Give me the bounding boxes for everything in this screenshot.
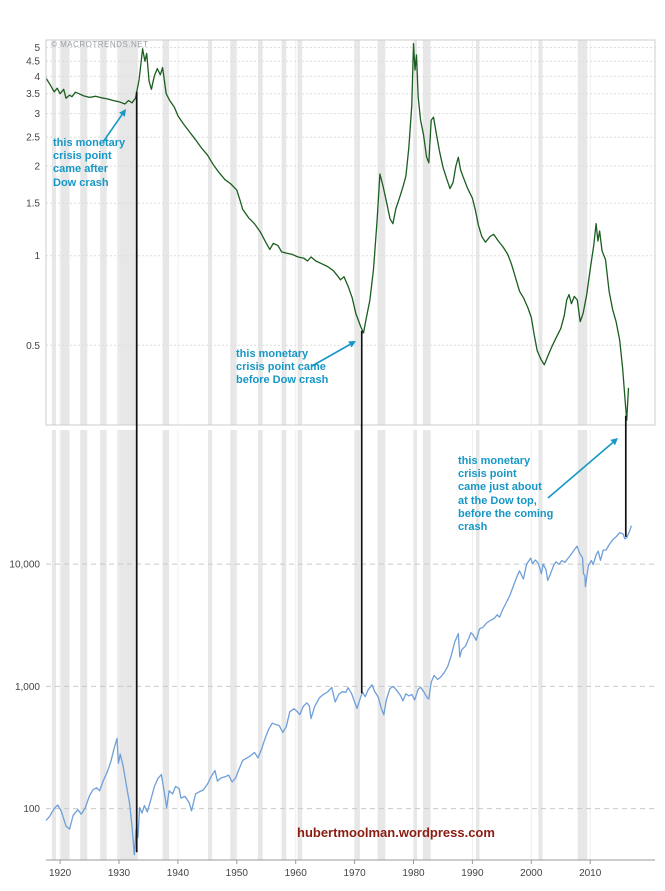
x-tick-label: 2000 [520, 868, 543, 879]
recession-band [354, 40, 360, 425]
recession-band [281, 40, 287, 425]
y-tick-label: 5 [34, 43, 40, 54]
annotation-arrowhead [610, 438, 618, 446]
recession-band [230, 40, 237, 425]
macrotrends-watermark: © MACROTRENDS.NET [51, 40, 149, 49]
recession-band [413, 430, 417, 860]
x-tick-label: 1920 [49, 868, 72, 879]
recession-band [80, 40, 88, 425]
recession-band [538, 430, 543, 860]
recession-band [476, 430, 480, 860]
blue-series-path [45, 525, 633, 856]
recession-band [413, 40, 417, 425]
recession-band [297, 430, 303, 860]
annotation-crisis-before-dow-crash: this monetary crisis point came before D… [236, 348, 329, 387]
x-tick-label: 1980 [402, 868, 425, 879]
recession-band [281, 430, 287, 860]
recession-band [51, 430, 56, 860]
top-chart-border [45, 39, 656, 426]
y-tick-label: 4.5 [26, 57, 40, 68]
credit-text: hubertmoolman.wordpress.com [297, 825, 495, 840]
green-series-path [45, 43, 630, 421]
recession-band [100, 40, 107, 425]
recession-band [476, 40, 480, 425]
recession-band [60, 40, 70, 425]
x-tick-label: 2010 [579, 868, 602, 879]
recession-band [60, 430, 70, 860]
recession-band [100, 430, 107, 860]
x-tick-label: 1950 [226, 868, 249, 879]
y-tick-label: 3.5 [26, 89, 40, 100]
x-tick-label: 1940 [167, 868, 190, 879]
y-tick-label: 4 [34, 72, 40, 83]
annotation-arrowhead [119, 109, 126, 117]
recession-band [297, 40, 303, 425]
y-tick-label: 1 [34, 251, 40, 262]
recession-band [230, 430, 237, 860]
x-tick-label: 1970 [343, 868, 366, 879]
annotation-arrow [102, 114, 123, 143]
x-tick-label: 1990 [461, 868, 484, 879]
annotation-crisis-after-dow-crash: this monetary crisis point came after Do… [53, 137, 126, 189]
y-tick-label: 0.5 [26, 341, 40, 352]
y-tick-label: 2 [34, 162, 40, 173]
annotation-crisis-at-dow-top: this monetary crisis point came just abo… [458, 455, 554, 533]
annotation-arrow [547, 441, 614, 499]
recession-band [422, 430, 431, 860]
y-tick-label: 1.5 [26, 199, 40, 210]
recession-band [577, 430, 588, 860]
y-tick-label: 3 [34, 109, 40, 120]
recession-band [117, 40, 138, 425]
recession-band [117, 430, 138, 860]
recession-band [377, 430, 386, 860]
x-tick-label: 1930 [108, 868, 131, 879]
y-tick-label: 100 [23, 804, 40, 815]
recession-band [538, 40, 543, 425]
recession-band [577, 40, 588, 425]
annotation-arrow [311, 343, 351, 367]
recession-band [258, 430, 263, 860]
y-tick-label: 10,000 [9, 560, 40, 571]
recession-band [80, 430, 88, 860]
recession-band [377, 40, 386, 425]
recession-band [162, 40, 170, 425]
recession-band [51, 40, 56, 425]
recession-band [162, 430, 170, 860]
recession-band [354, 430, 360, 860]
x-tick-label: 1960 [285, 868, 308, 879]
annotation-arrowhead [348, 341, 356, 348]
y-tick-label: 1,000 [15, 682, 40, 693]
y-tick-label: 2.5 [26, 133, 40, 144]
recession-band [422, 40, 431, 425]
recession-band [208, 430, 213, 860]
recession-band [208, 40, 213, 425]
